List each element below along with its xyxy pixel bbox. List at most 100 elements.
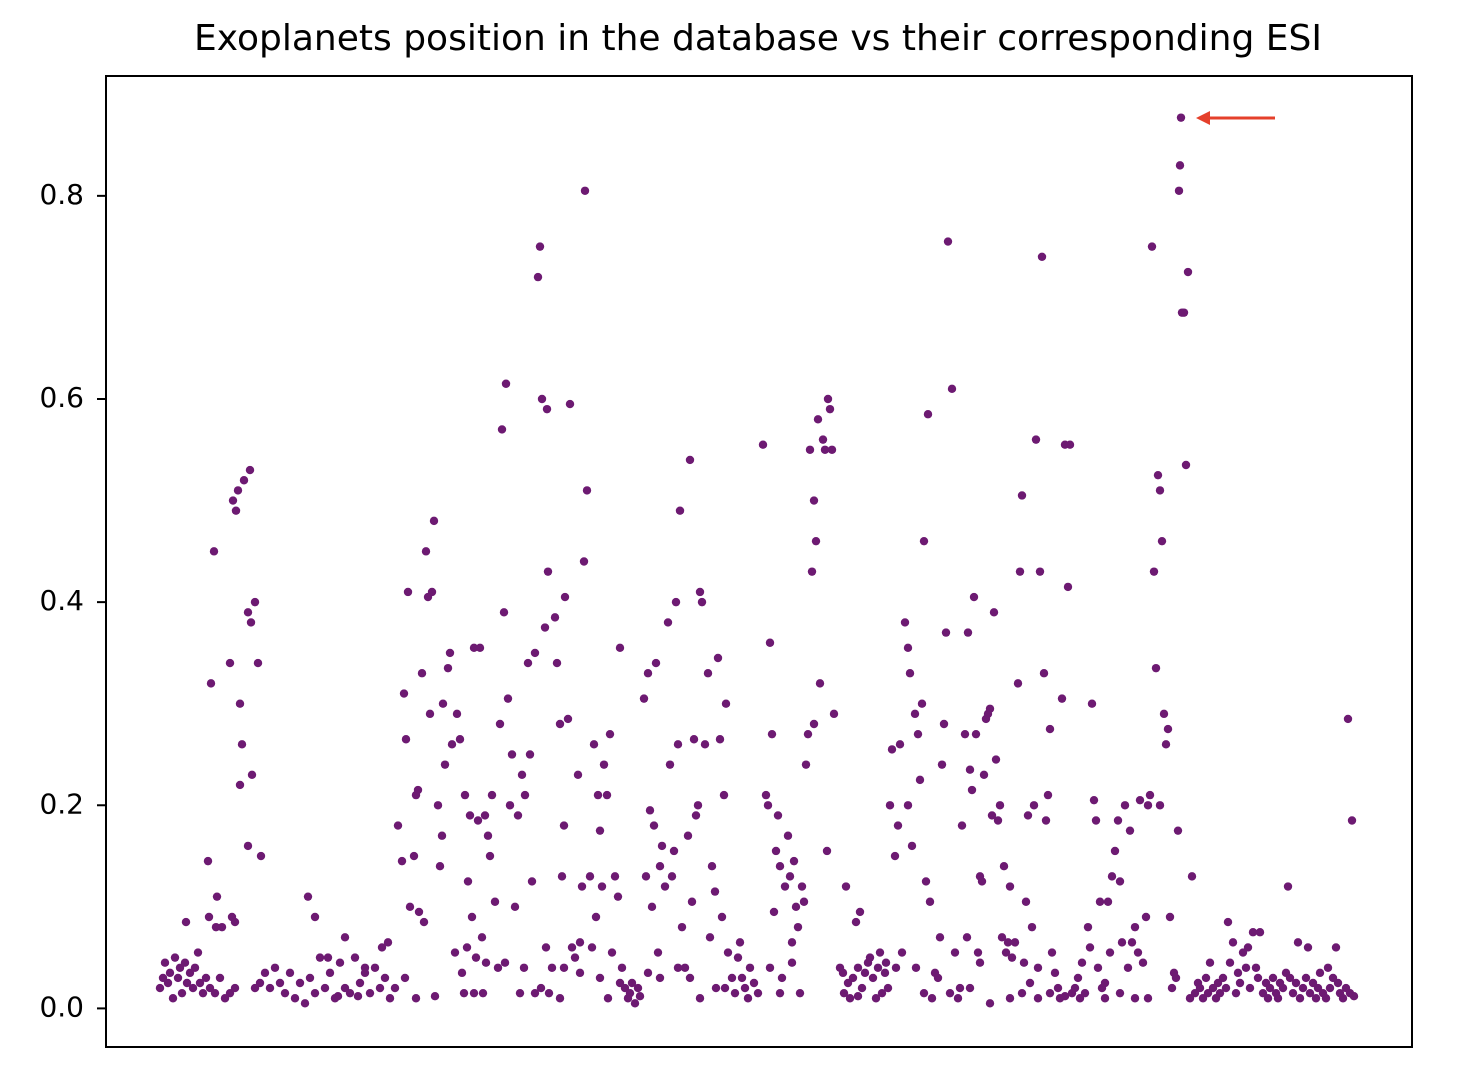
point: [198, 988, 208, 998]
point: [633, 983, 643, 993]
point: [1143, 801, 1153, 810]
point: [510, 902, 520, 912]
point: [841, 882, 851, 891]
point: [573, 770, 583, 779]
point: [1181, 460, 1191, 470]
point: [275, 978, 285, 988]
point: [653, 948, 663, 957]
point: [1130, 922, 1140, 932]
point: [1248, 928, 1258, 937]
point: [645, 806, 655, 815]
point: [907, 841, 917, 851]
point: [1033, 994, 1043, 1003]
point: [542, 404, 552, 414]
point: [165, 968, 175, 978]
point: [541, 943, 551, 952]
point: [536, 983, 546, 993]
point: [818, 435, 828, 444]
point: [425, 709, 435, 719]
point: [1165, 912, 1175, 922]
point: [500, 958, 510, 967]
point: [787, 938, 797, 947]
point: [647, 902, 657, 912]
point: [799, 897, 809, 906]
point: [839, 988, 849, 998]
point: [1295, 994, 1305, 1003]
point: [693, 801, 703, 810]
point: [1187, 872, 1197, 881]
point: [987, 811, 997, 820]
point: [749, 978, 759, 988]
point: [593, 790, 603, 800]
point: [417, 669, 427, 678]
point: [457, 968, 467, 978]
point: [1147, 242, 1157, 251]
point: [627, 978, 637, 988]
point: [305, 973, 315, 983]
point: [204, 912, 214, 922]
point: [295, 978, 305, 988]
point: [890, 851, 900, 861]
point: [587, 943, 597, 952]
point: [1017, 988, 1027, 998]
point: [1043, 790, 1053, 800]
point: [777, 973, 787, 983]
point: [163, 978, 173, 988]
point: [1047, 948, 1057, 957]
point: [1003, 938, 1013, 947]
point: [967, 785, 977, 795]
point: [520, 790, 530, 800]
point: [977, 877, 987, 886]
point: [246, 618, 256, 627]
point: [599, 760, 609, 769]
point: [375, 983, 385, 993]
axes-frame: [105, 75, 1413, 1048]
point: [467, 912, 477, 922]
point: [443, 663, 453, 673]
point: [580, 186, 590, 195]
point: [713, 653, 723, 663]
point: [860, 968, 870, 978]
point: [1029, 801, 1039, 810]
point: [900, 618, 910, 627]
point: [809, 719, 819, 729]
point: [710, 887, 720, 896]
point: [575, 968, 585, 978]
point: [667, 872, 677, 881]
annotation-arrow: [1196, 111, 1275, 125]
point: [462, 943, 472, 952]
point: [985, 704, 995, 713]
arrow-head: [1196, 111, 1210, 125]
point: [721, 699, 731, 708]
point: [1127, 938, 1137, 947]
point: [1179, 308, 1189, 317]
point: [463, 877, 473, 886]
point: [1225, 958, 1235, 967]
point: [1017, 491, 1027, 500]
point: [1093, 963, 1103, 972]
point: [333, 992, 343, 1001]
point: [767, 729, 777, 739]
y-tick-label: 0.2: [39, 787, 84, 820]
point: [971, 729, 981, 739]
point: [1265, 983, 1275, 993]
point: [765, 638, 775, 647]
point: [409, 851, 419, 861]
point: [1183, 267, 1193, 277]
point: [919, 536, 929, 546]
point: [1161, 740, 1171, 749]
point: [1145, 790, 1155, 800]
point: [675, 506, 685, 515]
point: [552, 658, 562, 668]
point: [880, 968, 890, 978]
point: [397, 856, 407, 866]
point: [871, 994, 881, 1003]
point: [1115, 877, 1125, 886]
point: [877, 988, 887, 998]
point: [477, 933, 487, 942]
point: [1228, 938, 1238, 947]
point: [323, 953, 333, 962]
point: [1215, 988, 1225, 998]
point: [838, 968, 848, 978]
